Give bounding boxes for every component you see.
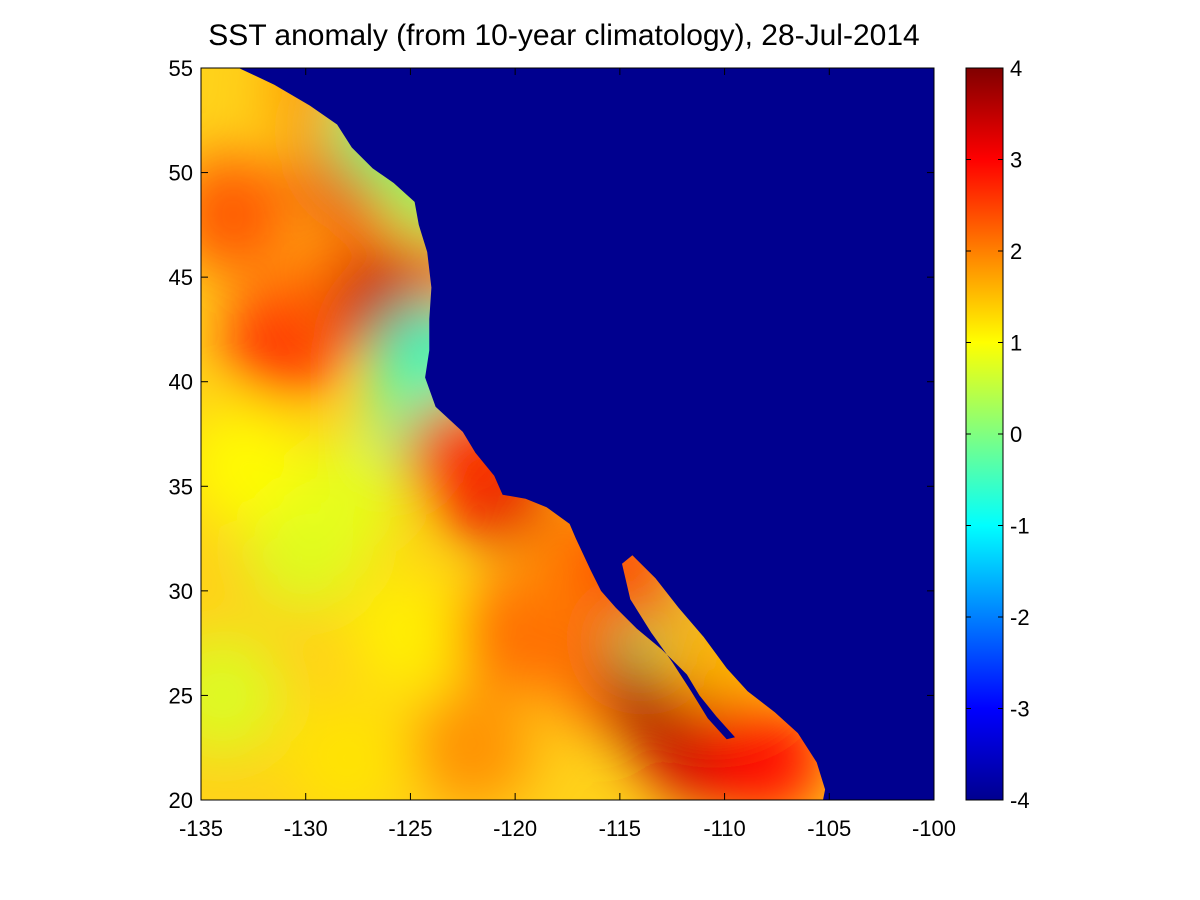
colorbar-tick-label: 1 xyxy=(1010,331,1022,356)
anomaly-blob xyxy=(350,572,471,693)
colorbar-gradient xyxy=(965,67,1004,801)
colorbar-ticks: -4 -3 -2 -1 0 1 2 3 4 xyxy=(966,56,1030,813)
anomaly-blob xyxy=(287,698,408,800)
colorbar: -4 -3 -2 -1 0 1 2 3 4 xyxy=(965,56,1030,813)
anomaly-blob xyxy=(413,687,534,800)
x-tick-label: -120 xyxy=(493,816,537,841)
plot-area xyxy=(200,67,935,801)
colorbar-tick-label: 3 xyxy=(1010,148,1022,173)
x-tick-label: -115 xyxy=(599,816,641,841)
y-tick-label: 55 xyxy=(169,56,193,81)
colorbar-tick-label: -2 xyxy=(1010,605,1030,630)
land-mask xyxy=(238,68,934,800)
y-axis: 20 25 30 35 40 45 50 55 xyxy=(169,56,934,813)
y-tick-label: 20 xyxy=(169,788,193,813)
y-tick-label: 50 xyxy=(169,161,193,186)
colorbar-tick-label: -4 xyxy=(1010,788,1030,813)
x-tick-label: -105 xyxy=(807,816,851,841)
x-tick-label: -100 xyxy=(912,816,956,841)
y-tick-label: 35 xyxy=(169,474,193,499)
anomaly-blob xyxy=(201,635,282,756)
anomaly-blob xyxy=(201,405,303,526)
x-tick-label: -130 xyxy=(284,816,328,841)
anomaly-blob xyxy=(201,154,293,275)
x-tick-label: -135 xyxy=(179,816,223,841)
x-axis: -135 -130 -125 -120 -115 -110 -105 -100 xyxy=(179,68,956,841)
colorbar-tick-label: 0 xyxy=(1010,422,1022,447)
colorbar-tick-label: 4 xyxy=(1010,56,1022,81)
anomaly-blob xyxy=(287,436,408,557)
y-tick-label: 25 xyxy=(169,683,193,708)
x-tick-label: -110 xyxy=(703,816,745,841)
y-tick-label: 40 xyxy=(169,370,193,395)
plot-frame xyxy=(200,67,935,801)
colorbar-tick-label: -1 xyxy=(1010,514,1030,539)
colorbar-tick-label: 2 xyxy=(1010,239,1022,264)
x-tick-label: -125 xyxy=(388,816,432,841)
colorbar-tick-label: -3 xyxy=(1010,697,1030,722)
y-tick-label: 30 xyxy=(169,579,193,604)
y-tick-label: 45 xyxy=(169,265,193,290)
chart-title: SST anomaly (from 10-year climatology), … xyxy=(208,19,919,52)
